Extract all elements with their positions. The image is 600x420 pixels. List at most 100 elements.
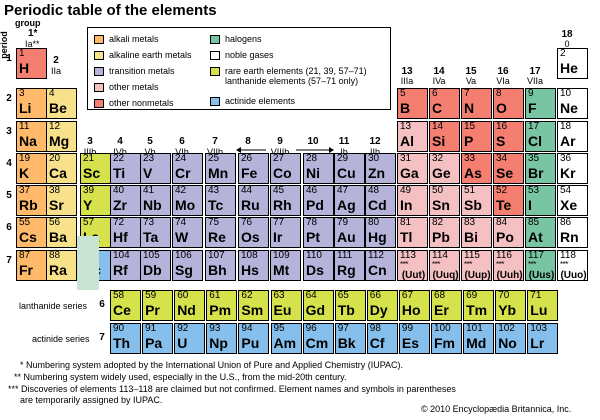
element-cell-105[interactable]: 105 Db <box>140 250 171 281</box>
element-cell-76[interactable]: 76 Os <box>238 217 269 248</box>
actinide-cell-94[interactable]: 94 Pu <box>238 323 270 354</box>
element-cell-56[interactable]: 56 Ba <box>46 217 77 248</box>
element-cell-15[interactable]: 15 P <box>461 121 492 152</box>
element-cell-16[interactable]: 16 S <box>493 121 524 152</box>
element-cell-19[interactable]: 19 K <box>16 153 47 184</box>
actinide-cell-98[interactable]: 98 Cf <box>366 323 398 354</box>
element-cell-112[interactable]: 112 Cn <box>365 250 396 281</box>
element-cell-44[interactable]: 44 Ru <box>238 185 269 216</box>
lanthanide-cell-58[interactable]: 58 Ce <box>110 290 141 321</box>
element-cell-108[interactable]: 108 Hs <box>238 250 269 281</box>
element-cell-110[interactable]: 110 Ds <box>303 250 334 281</box>
element-cell-106[interactable]: 106 Sg <box>172 250 203 281</box>
element-cell-32[interactable]: 32 Ge <box>429 153 460 184</box>
element-cell-79[interactable]: 79 Au <box>334 217 365 248</box>
element-cell-78[interactable]: 78 Pt <box>303 217 334 248</box>
element-cell-85[interactable]: 85 At <box>525 217 556 248</box>
lanthanide-cell-63[interactable]: 63 Eu <box>270 290 302 321</box>
actinide-cell-95[interactable]: 95 Am <box>270 323 302 354</box>
element-cell-52[interactable]: 52 Te <box>493 185 524 216</box>
element-cell-77[interactable]: 77 Ir <box>270 217 301 248</box>
element-cell-104[interactable]: 104 Rf <box>110 250 141 281</box>
element-cell-49[interactable]: 49 In <box>397 185 428 216</box>
actinide-cell-97[interactable]: 97 Bk <box>334 323 366 354</box>
element-cell-82[interactable]: 82 Pb <box>429 217 460 248</box>
lanthanide-cell-66[interactable]: 66 Dy <box>366 290 398 321</box>
element-cell-11[interactable]: 11 Na <box>16 121 47 152</box>
element-cell-39[interactable]: 39 Y <box>80 185 111 216</box>
element-cell-72[interactable]: 72 Hf <box>110 217 141 248</box>
element-cell-41[interactable]: 41 Nb <box>140 185 171 216</box>
actinide-cell-91[interactable]: 91 Pa <box>142 323 174 354</box>
actinide-cell-96[interactable]: 96 Cm <box>302 323 334 354</box>
actinide-cell-103[interactable]: 103 Lr <box>527 323 559 354</box>
element-cell-50[interactable]: 50 Sn <box>429 185 460 216</box>
element-cell-111[interactable]: 111 Rg <box>334 250 365 281</box>
actinide-cell-102[interactable]: 102 No <box>495 323 527 354</box>
element-cell-21[interactable]: 21 Sc <box>80 153 111 184</box>
lanthanide-cell-61[interactable]: 61 Pm <box>206 290 238 321</box>
element-cell-45[interactable]: 45 Rh <box>270 185 301 216</box>
actinide-cell-99[interactable]: 99 Es <box>398 323 430 354</box>
element-cell-10[interactable]: 10 Ne <box>557 88 588 119</box>
element-cell-3[interactable]: 3 Li <box>16 88 47 119</box>
element-cell-88[interactable]: 88 Ra <box>46 250 77 281</box>
lanthanide-cell-60[interactable]: 60 Nd <box>174 290 206 321</box>
element-cell-117[interactable]: *** 117 (Uus) <box>525 250 556 281</box>
element-cell-27[interactable]: 27 Co <box>270 153 301 184</box>
element-cell-36[interactable]: 36 Kr <box>557 153 588 184</box>
lanthanide-cell-67[interactable]: 67 Ho <box>398 290 430 321</box>
element-cell-22[interactable]: 22 Ti <box>110 153 141 184</box>
element-cell-54[interactable]: 54 Xe <box>557 185 588 216</box>
element-cell-75[interactable]: 75 Re <box>205 217 236 248</box>
lanthanide-cell-68[interactable]: 68 Er <box>431 290 462 321</box>
element-cell-81[interactable]: 81 Tl <box>397 217 428 248</box>
element-cell-35[interactable]: 35 Br <box>525 153 556 184</box>
lanthanide-cell-69[interactable]: 69 Tm <box>463 290 495 321</box>
lanthanide-cell-70[interactable]: 70 Yb <box>495 290 527 321</box>
element-cell-14[interactable]: 14 Si <box>429 121 460 152</box>
actinide-cell-101[interactable]: 101 Md <box>463 323 495 354</box>
element-cell-118[interactable]: *** 118 (Uuo) <box>557 250 588 281</box>
element-cell-20[interactable]: 20 Ca <box>46 153 77 184</box>
element-cell-48[interactable]: 48 Cd <box>365 185 396 216</box>
element-cell-24[interactable]: 24 Cr <box>172 153 203 184</box>
element-cell-47[interactable]: 47 Ag <box>334 185 365 216</box>
element-cell-33[interactable]: 33 As <box>461 153 492 184</box>
element-cell-115[interactable]: *** 115 (Uup) <box>461 250 492 281</box>
element-cell-55[interactable]: 55 Cs <box>16 217 47 248</box>
element-cell-74[interactable]: 74 W <box>172 217 203 248</box>
element-cell-46[interactable]: 46 Pd <box>303 185 334 216</box>
element-cell-40[interactable]: 40 Zr <box>110 185 141 216</box>
element-cell-38[interactable]: 38 Sr <box>46 185 77 216</box>
element-cell-80[interactable]: 80 Hg <box>365 217 396 248</box>
element-cell-84[interactable]: 84 Po <box>493 217 524 248</box>
element-cell-116[interactable]: *** 116 (Uuh) <box>493 250 524 281</box>
element-cell-51[interactable]: 51 Sb <box>461 185 492 216</box>
element-cell-25[interactable]: 25 Mn <box>205 153 236 184</box>
element-cell-109[interactable]: 109 Mt <box>270 250 301 281</box>
element-cell-31[interactable]: 31 Ga <box>397 153 428 184</box>
actinide-cell-100[interactable]: 100 Fm <box>431 323 462 354</box>
element-cell-42[interactable]: 42 Mo <box>172 185 203 216</box>
lanthanide-cell-64[interactable]: 64 Gd <box>302 290 334 321</box>
element-cell-34[interactable]: 34 Se <box>493 153 524 184</box>
element-cell-114[interactable]: *** 114 (Uuq) <box>429 250 460 281</box>
element-cell-13[interactable]: 13 Al <box>397 121 428 152</box>
element-cell-30[interactable]: 30 Zn <box>365 153 396 184</box>
element-cell-29[interactable]: 29 Cu <box>334 153 365 184</box>
actinide-cell-92[interactable]: 92 U <box>174 323 206 354</box>
actinide-cell-90[interactable]: 90 Th <box>110 323 141 354</box>
element-cell-53[interactable]: 53 I <box>525 185 556 216</box>
lanthanide-cell-71[interactable]: 71 Lu <box>527 290 559 321</box>
element-cell-73[interactable]: 73 Ta <box>140 217 171 248</box>
element-cell-4[interactable]: 4 Be <box>46 88 77 119</box>
element-cell-107[interactable]: 107 Bh <box>205 250 236 281</box>
element-cell-28[interactable]: 28 Ni <box>303 153 334 184</box>
